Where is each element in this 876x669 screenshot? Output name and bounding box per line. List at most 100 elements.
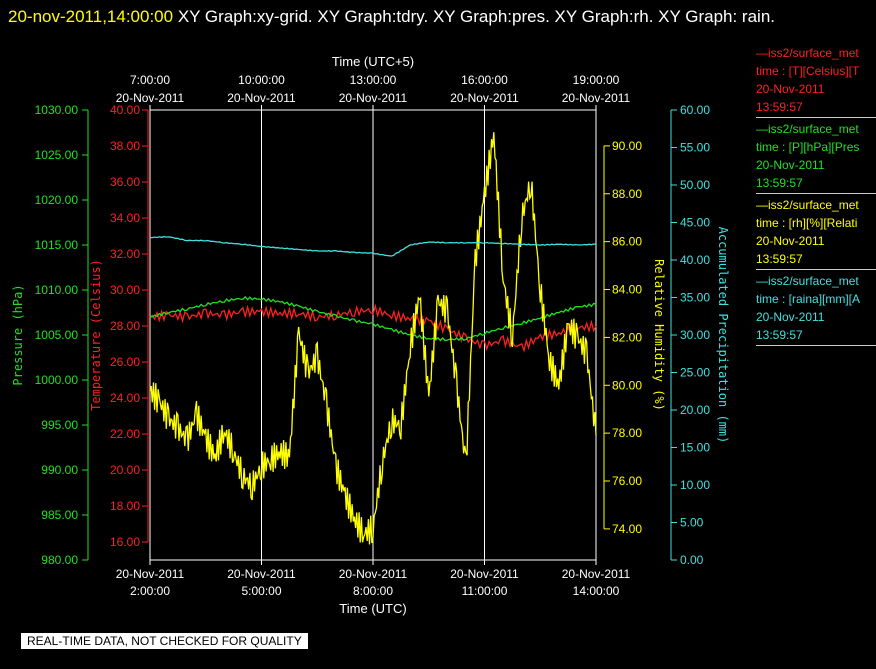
rh-tick-label: 86.00 xyxy=(612,235,642,249)
x-bottom-axis-label: Time (UTC) xyxy=(339,601,406,616)
x-top-tick-time: 7:00:00 xyxy=(130,73,170,87)
x-bottom-tick-time: 14:00:00 xyxy=(573,584,620,598)
rh-tick-label: 78.00 xyxy=(612,426,642,440)
rh-tick-label: 74.00 xyxy=(612,522,642,536)
x-top-tick-date: 20-Nov-2011 xyxy=(116,91,185,105)
precip-tick-label: 35.00 xyxy=(680,291,710,305)
legend-line: —iss2/surface_met xyxy=(756,122,859,136)
rh-tick-label: 84.00 xyxy=(612,283,642,297)
legend-line: 13:59:57 xyxy=(756,252,803,266)
precip-tick-label: 25.00 xyxy=(680,366,710,380)
pressure-tick-label: 1005.00 xyxy=(35,328,79,342)
x-top-tick-time: 13:00:00 xyxy=(350,73,397,87)
temperature-tick-label: 22.00 xyxy=(110,427,140,441)
legend-line: 20-Nov-2011 xyxy=(756,310,825,324)
temperature-tick-label: 32.00 xyxy=(110,247,140,261)
x-top-tick-time: 10:00:00 xyxy=(238,73,285,87)
temperature-tick-label: 20.00 xyxy=(110,463,140,477)
quality-notice: REAL-TIME DATA, NOT CHECKED FOR QUALITY xyxy=(20,632,309,650)
legend-line: time : [raina][mm][A xyxy=(756,292,861,306)
precip-tick-label: 55.00 xyxy=(680,141,710,155)
temperature-tick-label: 40.00 xyxy=(110,103,140,117)
temperature-tick-label: 26.00 xyxy=(110,355,140,369)
legend-line: 20-Nov-2011 xyxy=(756,82,825,96)
rh-tick-label: 88.00 xyxy=(612,187,642,201)
x-top-tick-date: 20-Nov-2011 xyxy=(562,91,631,105)
x-top-tick-date: 20-Nov-2011 xyxy=(227,91,296,105)
rh-tick-label: 90.00 xyxy=(612,139,642,153)
rh-axis-title: Relative Humidity (%) xyxy=(652,259,666,411)
series-line-temperature xyxy=(149,303,597,353)
x-top-axis-label: Time (UTC+5) xyxy=(332,54,414,69)
x-bottom-tick-date: 20-Nov-2011 xyxy=(450,567,519,581)
x-bottom-tick-date: 20-Nov-2011 xyxy=(339,567,408,581)
pressure-tick-label: 995.00 xyxy=(41,418,78,432)
x-bottom-tick-time: 8:00:00 xyxy=(353,584,393,598)
rh-tick-label: 82.00 xyxy=(612,330,642,344)
pressure-tick-label: 1015.00 xyxy=(35,238,79,252)
x-top-tick-date: 20-Nov-2011 xyxy=(339,91,408,105)
temperature-tick-label: 34.00 xyxy=(110,211,140,225)
x-bottom-tick-date: 20-Nov-2011 xyxy=(227,567,296,581)
temperature-tick-label: 36.00 xyxy=(110,175,140,189)
temperature-tick-label: 18.00 xyxy=(110,499,140,513)
x-bottom-tick-date: 20-Nov-2011 xyxy=(116,567,185,581)
precip-tick-label: 0.00 xyxy=(680,553,704,567)
x-top-tick-date: 20-Nov-2011 xyxy=(450,91,519,105)
rh-tick-label: 76.00 xyxy=(612,474,642,488)
x-bottom-tick-time: 5:00:00 xyxy=(241,584,281,598)
precip-tick-label: 40.00 xyxy=(680,253,710,267)
pressure-tick-label: 1010.00 xyxy=(35,283,79,297)
precip-tick-label: 20.00 xyxy=(680,403,710,417)
pressure-tick-label: 1030.00 xyxy=(35,103,79,117)
legend-line: 13:59:57 xyxy=(756,328,803,342)
rh-tick-label: 80.00 xyxy=(612,378,642,392)
precip-tick-label: 5.00 xyxy=(680,516,704,530)
temperature-tick-label: 38.00 xyxy=(110,139,140,153)
legend-line: 20-Nov-2011 xyxy=(756,158,825,172)
x-bottom-tick-date: 20-Nov-2011 xyxy=(562,567,631,581)
legend-line: 13:59:57 xyxy=(756,100,803,114)
precip-tick-label: 15.00 xyxy=(680,441,710,455)
precip-tick-label: 30.00 xyxy=(680,328,710,342)
precip-tick-label: 50.00 xyxy=(680,178,710,192)
pressure-tick-label: 1025.00 xyxy=(35,148,79,162)
pressure-tick-label: 985.00 xyxy=(41,508,78,522)
temperature-tick-label: 30.00 xyxy=(110,283,140,297)
legend-line: 20-Nov-2011 xyxy=(756,234,825,248)
legend-line: 13:59:57 xyxy=(756,176,803,190)
precip-tick-label: 10.00 xyxy=(680,478,710,492)
precip-tick-label: 45.00 xyxy=(680,216,710,230)
x-top-tick-time: 16:00:00 xyxy=(461,73,508,87)
legend-line: time : [T][Celsius][T xyxy=(756,64,860,78)
series-line-rh xyxy=(149,132,597,545)
series-line-pressure xyxy=(150,295,597,342)
temperature-tick-label: 28.00 xyxy=(110,319,140,333)
legend-line: time : [rh][%][Relati xyxy=(756,216,858,230)
pressure-tick-label: 980.00 xyxy=(41,553,78,567)
x-bottom-tick-time: 2:00:00 xyxy=(130,584,170,598)
temperature-tick-label: 24.00 xyxy=(110,391,140,405)
temperature-tick-label: 16.00 xyxy=(110,535,140,549)
legend-line: time : [P][hPa][Pres xyxy=(756,140,860,154)
pressure-tick-label: 1020.00 xyxy=(35,193,79,207)
header-datetime: 20-nov-2011,14:00:00 xyxy=(8,7,174,26)
legend-line: —iss2/surface_met xyxy=(756,46,859,60)
legend: —iss2/surface_met time : [T][Celsius][T 20… xyxy=(756,44,876,348)
legend-line: —iss2/surface_met xyxy=(756,274,859,288)
series-line-precip xyxy=(149,235,597,257)
precip-axis-title: Accumulated Precipitation (mm) xyxy=(716,227,730,444)
pressure-tick-label: 990.00 xyxy=(41,463,78,477)
x-bottom-tick-time: 11:00:00 xyxy=(462,584,508,598)
graph-header: 20-nov-2011,14:00:00 XY Graph:xy-grid. X… xyxy=(8,2,868,32)
precip-tick-label: 60.00 xyxy=(680,103,710,117)
pressure-axis-title: Pressure (hPa) xyxy=(11,284,25,385)
pressure-tick-label: 1000.00 xyxy=(35,373,79,387)
x-top-tick-time: 19:00:00 xyxy=(573,73,620,87)
legend-line: —iss2/surface_met xyxy=(756,198,859,212)
